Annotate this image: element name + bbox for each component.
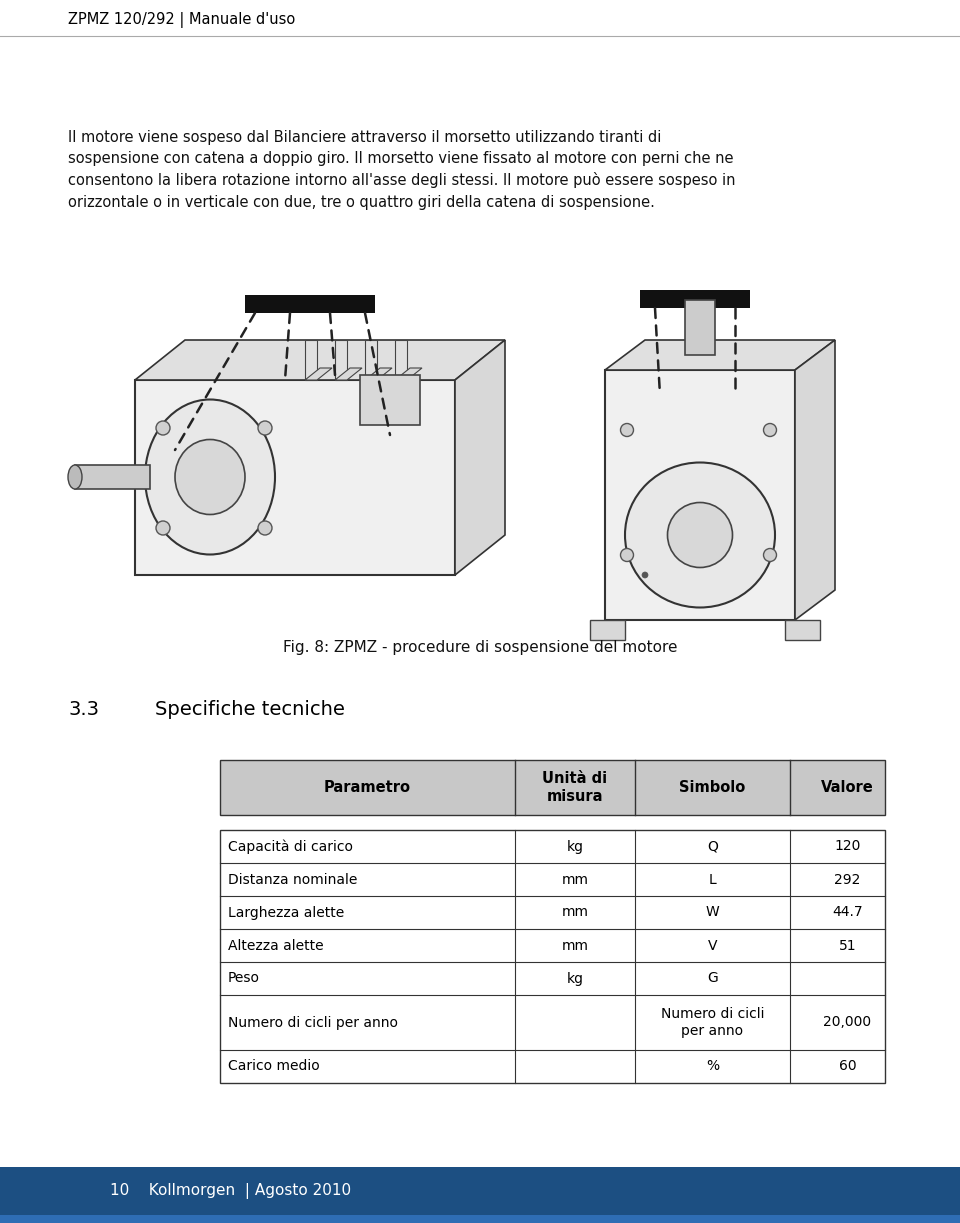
- Bar: [335, 340, 347, 380]
- Polygon shape: [365, 368, 392, 380]
- Ellipse shape: [620, 548, 634, 561]
- Ellipse shape: [763, 423, 777, 437]
- Ellipse shape: [642, 572, 648, 578]
- Polygon shape: [395, 368, 422, 380]
- Ellipse shape: [258, 521, 272, 534]
- Bar: [220, 759, 885, 815]
- Text: Numero di cicli per anno: Numero di cicli per anno: [228, 1015, 398, 1030]
- Text: W: W: [706, 905, 719, 920]
- Text: 51: 51: [839, 938, 856, 953]
- Text: Carico medio: Carico medio: [228, 1059, 320, 1074]
- Ellipse shape: [68, 465, 82, 489]
- Text: 44.7: 44.7: [832, 905, 863, 920]
- Text: 10    Kollmorgen  | Agosto 2010: 10 Kollmorgen | Agosto 2010: [110, 1183, 351, 1199]
- Text: Larghezza alette: Larghezza alette: [228, 905, 345, 920]
- Bar: [640, 290, 750, 308]
- Polygon shape: [305, 368, 332, 380]
- Text: mm: mm: [562, 938, 588, 953]
- Text: 292: 292: [834, 872, 861, 887]
- Bar: [305, 340, 317, 380]
- Bar: [395, 340, 407, 380]
- Text: mm: mm: [562, 872, 588, 887]
- Text: kg: kg: [566, 839, 584, 854]
- Bar: [365, 340, 377, 380]
- Bar: [605, 371, 795, 620]
- Text: Q: Q: [708, 839, 718, 854]
- Text: %: %: [706, 1059, 719, 1074]
- Text: 120: 120: [834, 839, 861, 854]
- Text: Capacità di carico: Capacità di carico: [228, 839, 353, 854]
- Text: Valore: Valore: [821, 780, 874, 795]
- Bar: [590, 620, 625, 640]
- Polygon shape: [605, 340, 835, 371]
- Text: Specifiche tecniche: Specifiche tecniche: [155, 700, 345, 719]
- Text: Unità di
misura: Unità di misura: [542, 772, 608, 804]
- Text: Numero di cicli
per anno: Numero di cicli per anno: [660, 1008, 764, 1037]
- Polygon shape: [135, 340, 505, 380]
- Ellipse shape: [156, 421, 170, 435]
- Polygon shape: [335, 368, 362, 380]
- Text: Il motore viene sospeso dal Bilanciere attraverso il morsetto utilizzando tirant: Il motore viene sospeso dal Bilanciere a…: [68, 130, 735, 209]
- Text: mm: mm: [562, 905, 588, 920]
- Bar: [220, 759, 885, 815]
- Text: Simbolo: Simbolo: [680, 780, 746, 795]
- Text: Distanza nominale: Distanza nominale: [228, 872, 357, 887]
- Ellipse shape: [156, 521, 170, 534]
- Text: V: V: [708, 938, 717, 953]
- Ellipse shape: [667, 503, 732, 567]
- Text: ZPMZ 120/292 | Manuale d'uso: ZPMZ 120/292 | Manuale d'uso: [68, 12, 296, 28]
- Bar: [0, 1167, 960, 1214]
- Bar: [220, 830, 885, 1084]
- Bar: [360, 375, 420, 426]
- Text: kg: kg: [566, 971, 584, 986]
- Polygon shape: [455, 340, 505, 575]
- Text: 3.3: 3.3: [68, 700, 99, 719]
- Ellipse shape: [258, 421, 272, 435]
- Text: Altezza alette: Altezza alette: [228, 938, 324, 953]
- Text: 60: 60: [839, 1059, 856, 1074]
- Text: G: G: [708, 971, 718, 986]
- Text: 20,000: 20,000: [824, 1015, 872, 1030]
- Bar: [785, 620, 820, 640]
- Text: Peso: Peso: [228, 971, 260, 986]
- Ellipse shape: [763, 548, 777, 561]
- Text: L: L: [708, 872, 716, 887]
- Text: Fig. 8: ZPMZ - procedure di sospensione del motore: Fig. 8: ZPMZ - procedure di sospensione …: [283, 640, 677, 656]
- Ellipse shape: [620, 423, 634, 437]
- Bar: [75, 465, 150, 489]
- Text: Parametro: Parametro: [324, 780, 411, 795]
- Ellipse shape: [145, 400, 275, 554]
- Bar: [0, 1214, 960, 1223]
- Ellipse shape: [625, 462, 775, 608]
- Bar: [245, 295, 375, 313]
- Ellipse shape: [175, 439, 245, 515]
- Polygon shape: [795, 340, 835, 620]
- Bar: [685, 300, 715, 355]
- Bar: [135, 380, 455, 575]
